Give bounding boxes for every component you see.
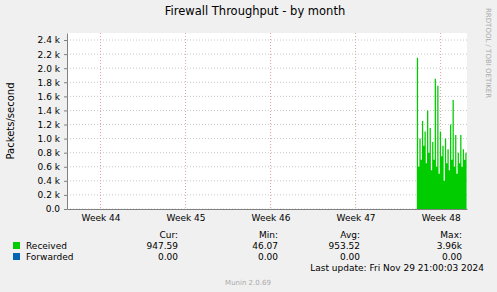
y-grid-line: [67, 124, 467, 125]
y-grid-line: [67, 152, 467, 153]
y-tick-label: 2.2 k: [38, 50, 61, 60]
y-tick-label: 1.2 k: [38, 120, 61, 130]
y-tick: 1.2 k: [38, 120, 67, 130]
legend-stat: 0.00: [258, 252, 278, 262]
y-tick-label: 0.6 k: [38, 162, 61, 172]
plot-area: [67, 33, 467, 209]
y-tick: 2.0 k: [38, 64, 67, 74]
legend-header: Max:: [440, 230, 462, 240]
y-grid-line: [67, 110, 467, 111]
x-axis-line: [68, 209, 468, 210]
legend-header: Cur:: [159, 230, 178, 240]
y-tick: 1.4 k: [38, 106, 67, 116]
legend-stat: 947.59: [147, 241, 179, 251]
series-area: [417, 58, 467, 209]
y-tick-label: 2.4 k: [38, 35, 61, 45]
y-tick-label: 1.8 k: [38, 78, 61, 88]
y-tick: 0.0: [46, 204, 67, 214]
y-grid-line: [67, 96, 467, 97]
y-tick-mark: [64, 82, 67, 83]
y-tick-mark: [64, 96, 67, 97]
background: [0, 0, 497, 292]
legend-stat: 0.00: [442, 252, 462, 262]
y-tick-label: 2.0 k: [38, 64, 61, 74]
y-tick-mark: [64, 68, 67, 69]
x-grid-line: [270, 33, 271, 209]
y-tick: 0.4 k: [38, 176, 67, 186]
x-tick-label: Week 44: [82, 213, 121, 223]
legend-header: Avg:: [340, 230, 360, 240]
y-tick-mark: [64, 110, 67, 111]
y-tick-mark: [64, 125, 67, 126]
y-axis-title: Packets/second: [5, 83, 16, 160]
x-tick: Week 48: [422, 209, 461, 223]
series-area: [417, 209, 467, 210]
y-tick-label: 0.4 k: [38, 176, 61, 186]
legend-stat: 0.00: [340, 252, 360, 262]
legend-label: Forwarded: [26, 252, 73, 262]
legend-header: Min:: [259, 230, 278, 240]
y-grid-line: [67, 40, 467, 41]
y-grid-line: [67, 138, 467, 139]
y-grid-line: [67, 54, 467, 55]
y-tick-label: 0.8 k: [38, 148, 61, 158]
version: Munin 2.0.69: [225, 279, 271, 287]
y-tick-mark: [64, 181, 67, 182]
x-grid-line: [100, 33, 101, 209]
data-marks: [417, 58, 467, 209]
y-tick: 2.2 k: [38, 50, 67, 60]
y-tick: 2.4 k: [38, 35, 67, 45]
y-axis-line: [67, 34, 68, 210]
y-tick-label: 1.6 k: [38, 92, 61, 102]
x-tick-label: Week 45: [167, 213, 206, 223]
x-axis: Week 44 Week 45 Week 46 Week 47 Week 48: [68, 209, 468, 223]
title: Firewall Throughput - by month: [165, 4, 345, 18]
y-tick-mark: [64, 153, 67, 154]
y-tick: 1.8 k: [38, 78, 67, 88]
y-tick-mark: [64, 167, 67, 168]
y-grid-line: [67, 180, 467, 181]
legend-swatch: [13, 253, 20, 260]
y-tick: 1.0 k: [38, 134, 67, 144]
y-grid-line: [67, 209, 467, 210]
y-tick-label: 1.0 k: [38, 134, 61, 144]
x-tick-label: Week 48: [422, 213, 461, 223]
legend-label: Received: [26, 241, 67, 251]
y-tick-label: 1.4 k: [38, 106, 61, 116]
x-tick: Week 46: [252, 209, 291, 223]
y-tick: 0.2 k: [38, 190, 67, 200]
y-tick-mark: [64, 195, 67, 196]
x-grid-line: [355, 33, 356, 209]
y-tick-mark: [64, 139, 67, 140]
y-tick: 0.8 k: [38, 148, 67, 158]
y-grid-line: [67, 194, 467, 195]
y-tick: 1.6 k: [38, 92, 67, 102]
y-tick-mark: [64, 209, 67, 210]
legend-stat: 0.00: [158, 252, 178, 262]
y-tick-label: 0.0: [46, 204, 61, 214]
last-update: Last update: Fri Nov 29 21:00:03 2024: [310, 263, 484, 273]
y-tick-label: 0.2 k: [38, 190, 61, 200]
y-grid-line: [67, 166, 467, 167]
y-grid-line: [67, 82, 467, 83]
y-tick-mark: [64, 54, 67, 55]
legend-stat: 3.96k: [437, 241, 463, 251]
y-axis: 0.0 0.2 k 0.4 k 0.6 k 0.8 k 1.0 k 1.2 k 1.4 k 1.…: [38, 34, 68, 215]
legend: Cur: Min: Avg: Max: Received 947.59 46.07 953.5…: [13, 230, 463, 262]
y-tick-mark: [64, 40, 67, 41]
legend-stat: 46.07: [252, 241, 278, 251]
y-grid-line: [67, 68, 467, 69]
x-tick: Week 45: [167, 209, 206, 223]
chart: 0.0 0.2 k 0.4 k 0.6 k 0.8 k 1.0 k 1.2 k 1.4 k 1.…: [0, 0, 497, 292]
x-tick: Week 47: [337, 209, 376, 223]
y-tick: 0.6 k: [38, 162, 67, 172]
x-tick: Week 44: [82, 209, 121, 223]
x-grid-line: [185, 33, 186, 209]
legend-stat: 953.52: [329, 241, 361, 251]
x-tick-label: Week 46: [252, 213, 291, 223]
watermark: RRDTOOL / TOBI OETIKER: [484, 8, 492, 98]
grid: [67, 33, 467, 209]
x-tick-label: Week 47: [337, 213, 376, 223]
legend-swatch: [13, 242, 20, 249]
